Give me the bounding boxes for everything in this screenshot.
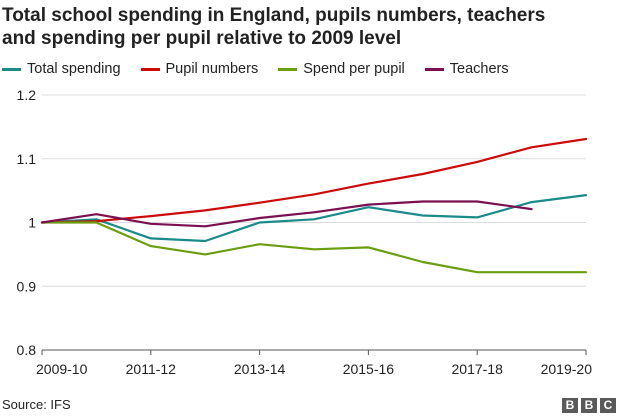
legend-item-teachers: Teachers — [424, 61, 509, 77]
legend-label-teachers: Teachers — [449, 61, 509, 77]
y-tick-label: 0.8 — [17, 342, 37, 358]
legend-item-spend-per-pupil: Spend per pupil — [278, 61, 405, 77]
y-tick-label: 0.9 — [17, 278, 37, 294]
legend-item-total-spending: Total spending — [2, 61, 121, 77]
y-tick-label: 1.2 — [17, 87, 37, 103]
x-tick-label: 2013-14 — [234, 361, 286, 377]
legend-swatch-teachers — [424, 67, 444, 71]
legend-swatch-total-spending — [2, 67, 21, 71]
series-line-pupil-numbers — [40, 137, 588, 224]
series-line-teachers — [40, 200, 533, 228]
y-tick-label: 1 — [28, 215, 36, 231]
y-tick-label: 1.1 — [17, 151, 37, 167]
line-chart: 0.8 0.9 1 1.1 1.2 2009-10 2011-12 2013-14 2015-1… — [17, 87, 593, 377]
bbc-logo-block: B — [581, 398, 597, 413]
x-tick-label: 2019-20 — [541, 361, 593, 377]
bbc-logo-block: B — [562, 398, 578, 413]
series-line-spend-per-pupil — [40, 221, 588, 274]
x-tick-label: 2009-10 — [36, 361, 88, 377]
bbc-logo-block: C — [600, 398, 616, 413]
legend-swatch-spend-per-pupil — [278, 67, 298, 71]
chart-title: Total school spending in England, pupils… — [2, 5, 546, 49]
source-note: Source: IFS — [2, 397, 71, 412]
x-tick-label: 2015-16 — [343, 361, 395, 377]
x-tick-label: 2017-18 — [452, 361, 504, 377]
legend-label-spend-per-pupil: Spend per pupil — [303, 61, 405, 77]
legend-swatch-pupil-numbers — [140, 67, 160, 71]
legend-item-pupil-numbers: Pupil numbers — [140, 61, 259, 77]
bbc-logo: B B C — [559, 398, 616, 413]
chart-legend: Total spending Pupil numbers Spend per p… — [2, 59, 529, 79]
x-tick-label: 2011-12 — [126, 361, 177, 377]
series-line-total-spending — [40, 193, 588, 243]
legend-label-pupil-numbers: Pupil numbers — [165, 61, 259, 77]
legend-label-total-spending: Total spending — [27, 61, 121, 77]
